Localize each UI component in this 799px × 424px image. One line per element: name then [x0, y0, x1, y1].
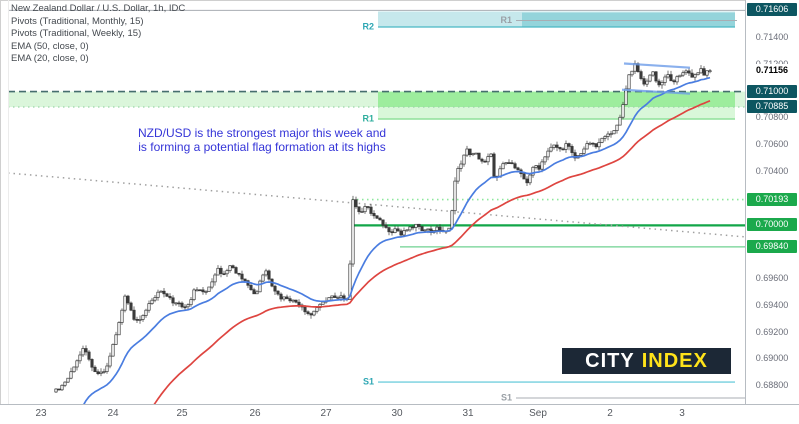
time-tick: Sep [529, 408, 547, 419]
logo-city-text: CITY [585, 349, 635, 372]
legend-symbol[interactable]: New Zealand Dollar / U.S. Dollar, 1h, ID… [11, 3, 186, 14]
pivot-zone [522, 12, 735, 28]
downtrend-line[interactable] [8, 172, 745, 238]
logo-index-text: INDEX [641, 349, 708, 372]
flag-line[interactable] [621, 88, 691, 95]
price-tick: 0.68800 [755, 380, 789, 390]
time-tick: 26 [249, 408, 261, 419]
price-tick: 0.69400 [755, 300, 789, 310]
price-badge-pivot: 0.71000 [747, 85, 797, 98]
time-tick: 31 [462, 408, 474, 419]
legend: New Zealand Dollar / U.S. Dollar, 1h, ID… [11, 3, 185, 66]
price-tick: 0.69200 [755, 327, 789, 337]
time-tick: 24 [107, 408, 119, 419]
flag-line[interactable] [623, 62, 691, 69]
price-badge-support: 0.69840 [747, 240, 797, 253]
time-tick: 23 [35, 408, 47, 419]
ema-line[interactable] [56, 76, 711, 424]
price-axis[interactable]: 0.714000.712000.708000.706000.704000.696… [746, 0, 799, 404]
price-badge-pivot: 0.70885 [747, 100, 797, 113]
ema-line[interactable] [56, 100, 711, 424]
pivot-label: S1 [501, 393, 512, 403]
time-tick: 25 [176, 408, 188, 419]
price-tick: 0.69000 [755, 353, 789, 363]
legend-pivots-monthly[interactable]: Pivots (Traditional, Monthly, 15) [11, 15, 144, 27]
price-badge-support: 0.70000 [747, 218, 797, 231]
pivot-zone [378, 107, 735, 119]
annotation-line-1: NZD/USD is the strongest major this week… [137, 126, 387, 140]
time-axis[interactable]: 23 24 25 26 27 30 31 Sep 2 3 [0, 405, 799, 424]
legend-ema-20[interactable]: EMA (20, close, 0) [11, 53, 89, 65]
price-tick: 0.70600 [755, 139, 789, 149]
pivot-label: R1 [500, 15, 512, 25]
price-tick: 0.69600 [755, 273, 789, 283]
price-tick: 0.70400 [755, 166, 789, 176]
pivot-label: S1 [363, 377, 374, 387]
time-tick: 2 [607, 408, 613, 419]
annotation-text: NZD/USD is the strongest major this week… [112, 126, 412, 154]
annotation-line-2: is forming a potential flag formation at… [138, 140, 386, 154]
price-badge-pivot: 0.71606 [747, 3, 797, 16]
legend-pivots-weekly[interactable]: Pivots (Traditional, Weekly, 15) [11, 28, 142, 40]
price-badge-current: 0.71156 [747, 64, 797, 77]
time-tick: 27 [320, 408, 332, 419]
pivot-label: R1 [362, 114, 374, 124]
city-index-logo: CITY INDEX [562, 348, 731, 374]
legend-ema-50[interactable]: EMA (50, close, 0) [11, 40, 89, 52]
price-tick: 0.70800 [755, 112, 789, 122]
time-tick: 30 [391, 408, 403, 419]
pivot-zone [378, 91, 735, 107]
price-tick: 0.71400 [755, 32, 789, 42]
price-badge-support: 0.70193 [747, 193, 797, 206]
time-tick: 3 [679, 408, 685, 419]
pivot-label: R2 [362, 22, 374, 32]
